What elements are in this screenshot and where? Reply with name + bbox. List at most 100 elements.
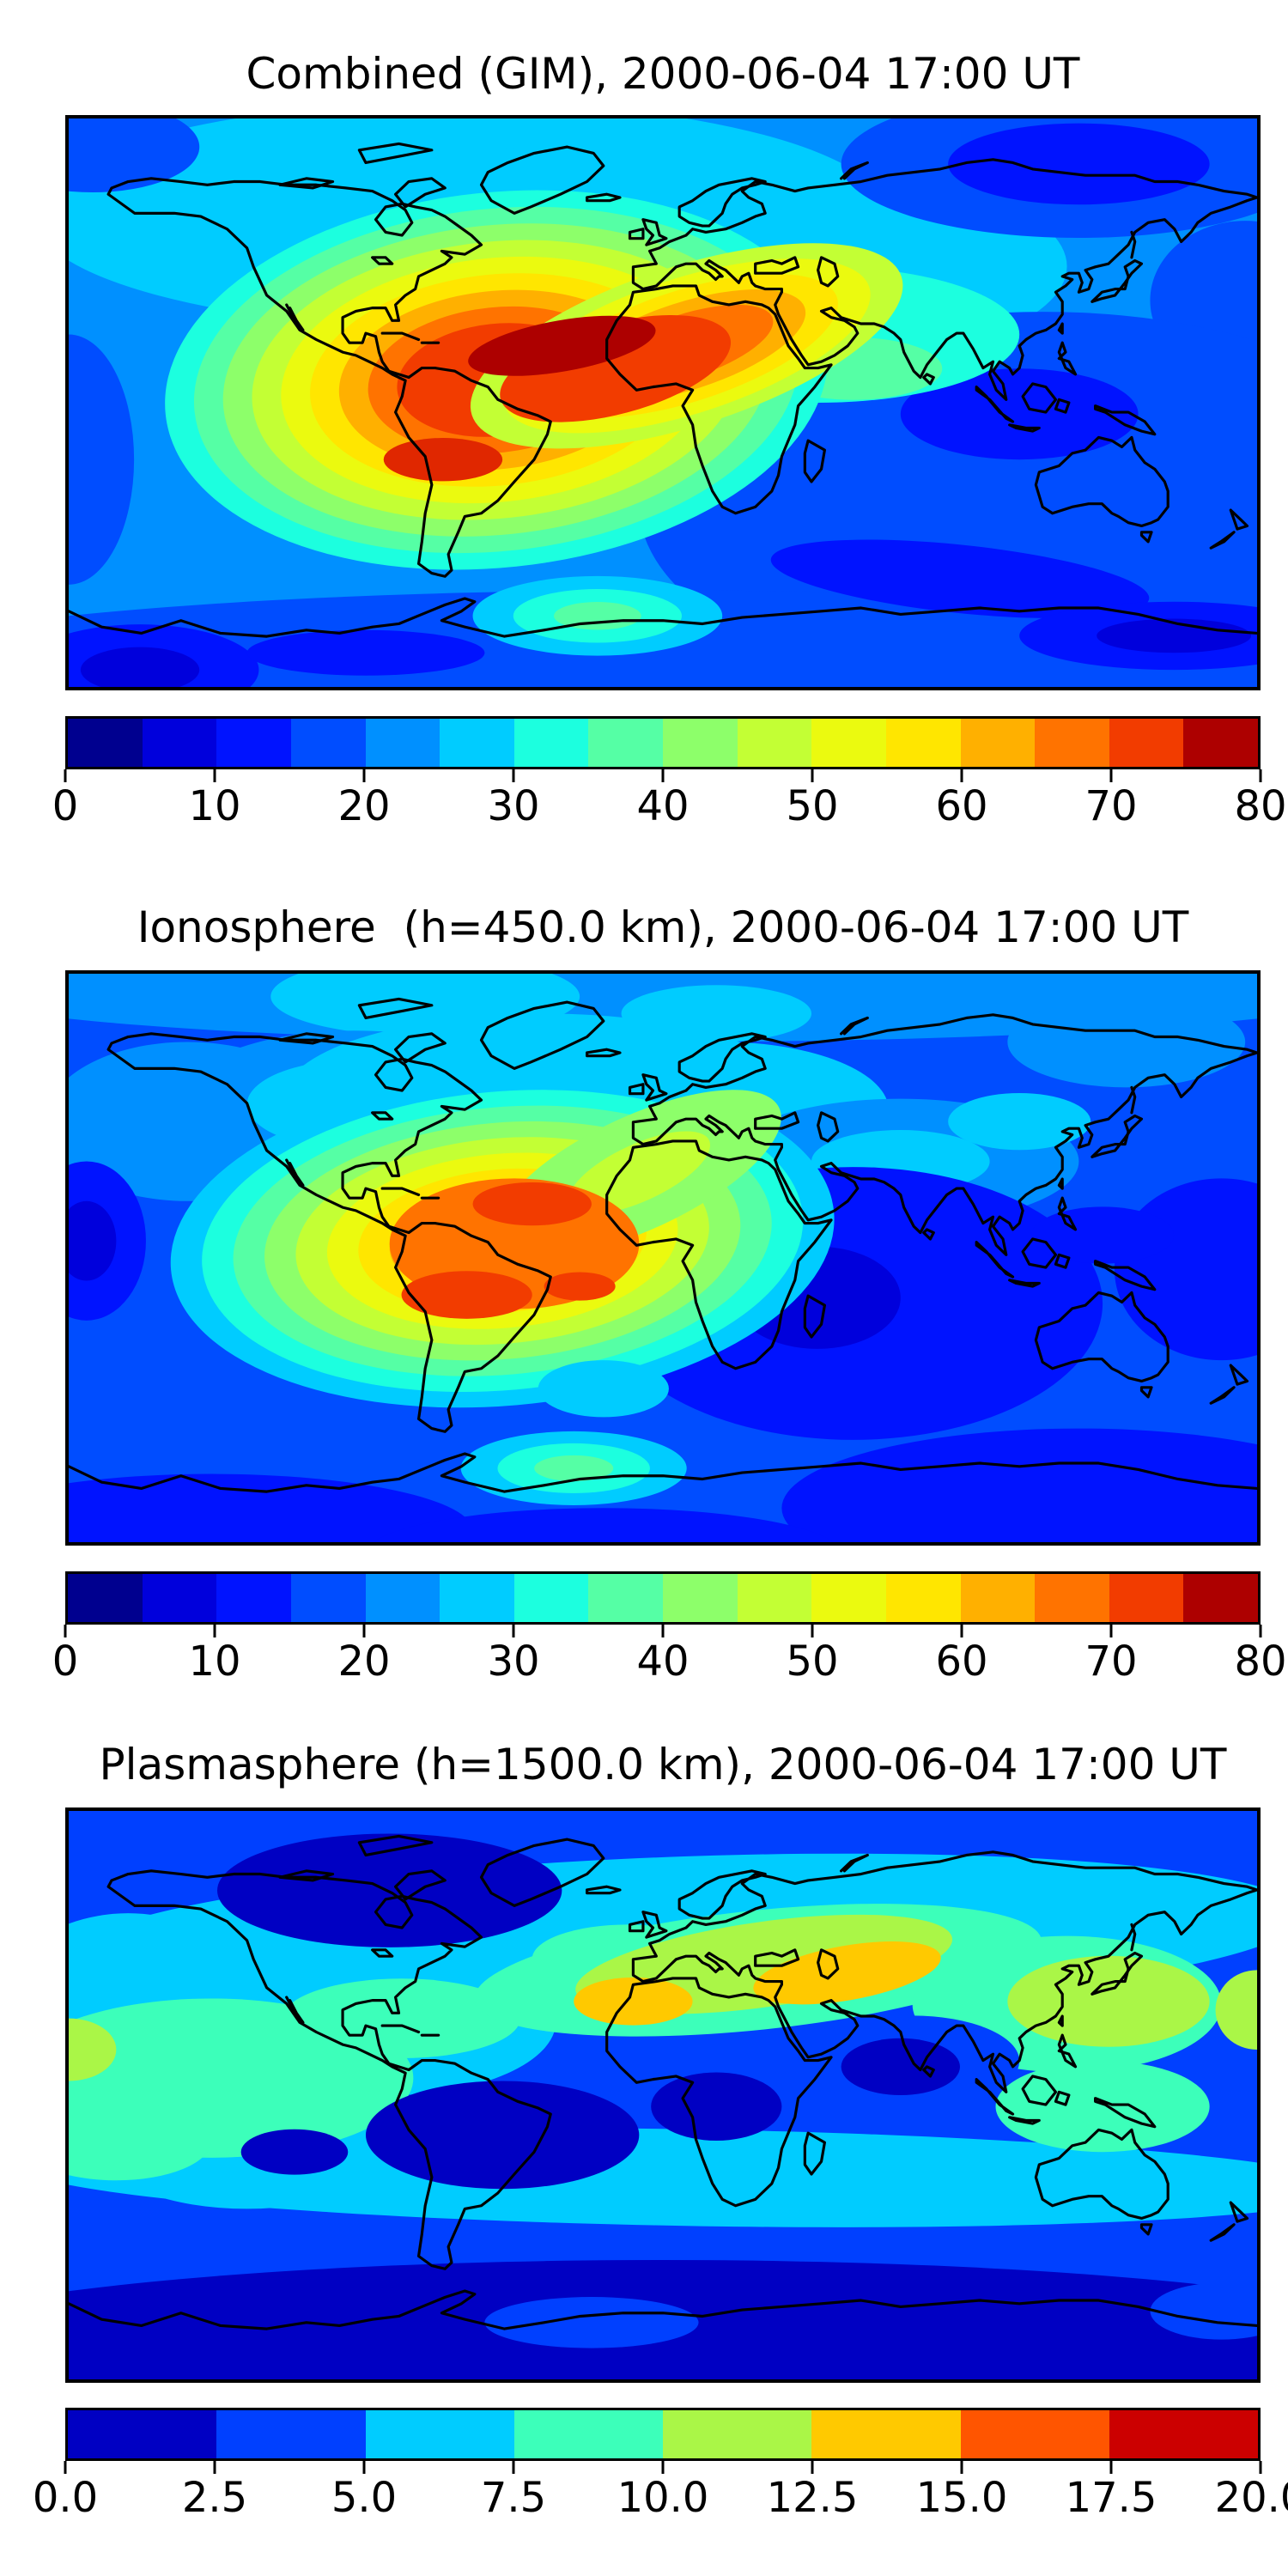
colorbar-tick — [362, 769, 366, 782]
coastline-path — [641, 218, 668, 246]
contour-level-region — [69, 2100, 212, 2181]
coastline-path — [1139, 2223, 1153, 2236]
colorbar-segment — [885, 1574, 961, 1622]
colorbar-segment — [811, 1574, 886, 1622]
colorbar-tick — [811, 2461, 814, 2474]
colorbar-tick — [213, 1625, 216, 1637]
colorbar-tick — [661, 1625, 665, 1637]
colorbar-tick — [1259, 2461, 1262, 2474]
colorbar-tick-label: 10.0 — [617, 2474, 709, 2522]
colorbar-segment — [440, 1574, 514, 1622]
colorbar-segment — [440, 719, 514, 767]
contour-level-region — [1031, 1206, 1175, 1264]
colorbar-tick — [960, 1625, 963, 1637]
coastline-path — [631, 1850, 1257, 2093]
coastline-path — [278, 1869, 335, 1882]
colorbar-segment — [1109, 1574, 1184, 1622]
contour-level-region — [574, 1977, 693, 2026]
contour-level-region — [383, 438, 503, 482]
colorbar-segment — [885, 719, 961, 767]
colorbar-tick — [1259, 1625, 1262, 1637]
coastline-path — [1091, 1114, 1144, 1158]
coastline-path — [1130, 1923, 1137, 1952]
colorbar-bar — [65, 716, 1261, 769]
coastline-path — [1093, 2097, 1157, 2129]
map-plasmasphere — [65, 1807, 1261, 2383]
contour-level-region — [781, 1428, 1257, 1542]
contour-level-region — [69, 1473, 473, 1542]
coastline-path — [1229, 508, 1249, 531]
coastline-path — [754, 256, 800, 275]
coastline-path — [1093, 1260, 1157, 1291]
map-ionosphere — [65, 970, 1261, 1546]
contour-level-region — [651, 2072, 782, 2141]
coastline-path — [371, 1111, 394, 1121]
coastline-path — [628, 1920, 645, 1933]
colorbar-tick-label: 20 — [337, 782, 391, 830]
map-canvas-combined-gim- — [69, 118, 1257, 687]
colorbar-tick-label: 5.0 — [331, 2474, 398, 2522]
coastline-path — [1034, 435, 1170, 528]
coastline-path — [677, 1869, 767, 1920]
colorbar-tick — [1259, 769, 1262, 782]
colorbar-tick-label: 10 — [188, 1637, 241, 1686]
colorbar-segment — [663, 1574, 738, 1622]
colorbar-tick-label: 0.0 — [32, 2474, 99, 2522]
colorbar-segment — [811, 719, 886, 767]
colorbar-tick-label: 80 — [1234, 1637, 1287, 1686]
contour-level-region — [373, 1508, 834, 1542]
panel-title-ionosphere: Ionosphere (h=450.0 km), 2000-06-04 17:0… — [137, 902, 1189, 952]
contour-level-region — [948, 123, 1210, 205]
coastline-path — [754, 1948, 800, 1967]
colorbar-segment — [513, 719, 589, 767]
coastline-path — [1054, 398, 1071, 414]
colorbar-tick — [213, 2461, 216, 2474]
coastline-path — [1091, 258, 1144, 303]
coastline-path — [803, 439, 827, 483]
coastline-path — [106, 1032, 552, 1433]
colorbar-tick-label: 20 — [337, 1637, 391, 1686]
coastline-path — [605, 1977, 833, 2208]
colorbar-tick-label: 10 — [188, 782, 241, 830]
coastline-path — [380, 1187, 421, 1197]
colorbar-segment — [663, 719, 738, 767]
colorbar-segment — [663, 2410, 812, 2458]
coastline-path — [1229, 2201, 1249, 2223]
coastline-path — [1021, 2075, 1058, 2106]
colorbar-segment — [960, 2410, 1109, 2458]
colorbar-segment — [290, 1574, 366, 1622]
contour-level-region — [1150, 2282, 1257, 2340]
contour-level-region — [948, 1093, 1091, 1151]
contour-level-region — [841, 2038, 960, 2095]
colorbar-segment — [1035, 719, 1109, 767]
colorbar-tick-label: 70 — [1084, 782, 1138, 830]
colorbar-segment — [290, 719, 366, 767]
coastline-path — [394, 177, 447, 209]
colorbar-tick — [512, 769, 515, 782]
colorbar-tick — [64, 1625, 67, 1637]
coastline-path — [817, 1111, 840, 1143]
colorbar-segment — [68, 719, 143, 767]
contour-level-region — [246, 629, 485, 676]
contour-level-region — [69, 334, 135, 585]
colorbar-ionosphere: 0 10 20 30 40 50 60 70 80 — [52, 1571, 1287, 1696]
coastline-path — [1057, 1177, 1064, 1190]
coastline-path — [586, 1885, 622, 1895]
coastline-path — [975, 2078, 1015, 2116]
colorbar-segment — [588, 719, 663, 767]
colorbar-segment — [737, 719, 812, 767]
coastline-path — [278, 177, 335, 190]
contour-level-region — [80, 647, 200, 687]
coastline-path — [922, 373, 935, 386]
coastline-path — [817, 1948, 840, 1980]
coastline-path — [677, 1032, 767, 1083]
colorbar-segment — [811, 2410, 961, 2458]
coastline-layer — [69, 997, 1257, 1493]
colorbar-tick — [1109, 1625, 1113, 1637]
coastline-path — [106, 1869, 552, 2270]
colorbar-tick — [64, 769, 67, 782]
coastline-path — [371, 1948, 394, 1958]
coastline-path — [605, 1139, 833, 1370]
coastline-path — [1034, 1291, 1170, 1383]
coastline-path — [380, 331, 421, 342]
